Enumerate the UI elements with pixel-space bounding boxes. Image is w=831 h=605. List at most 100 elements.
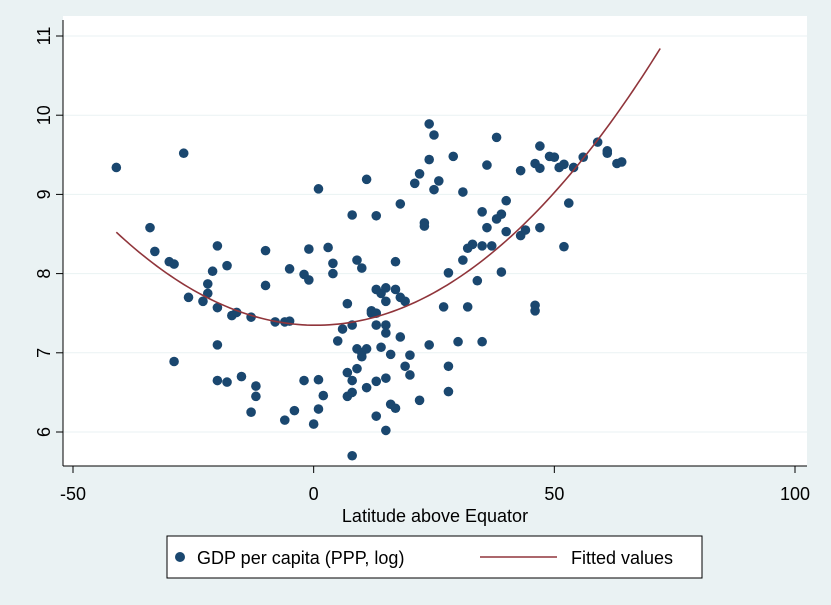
data-point [472,275,483,286]
data-point [222,377,232,387]
grid-lines [63,35,807,433]
legend-label-scatter: GDP per capita (PPP, log) [197,548,404,568]
legend: GDP per capita (PPP, log) Fitted values [166,535,703,579]
data-point [390,403,401,414]
x-tick-label: 50 [544,484,564,504]
data-point [400,361,410,372]
x-tick-label: -50 [60,484,86,504]
data-point [414,169,425,179]
data-point [429,184,439,195]
data-point [414,395,425,406]
data-point [462,302,473,312]
data-point [592,137,603,147]
data-point [602,148,613,159]
data-point [424,119,434,129]
data-point [236,371,247,382]
data-point [409,178,420,189]
data-point [357,263,367,273]
data-point [347,450,357,461]
data-point [347,210,357,220]
data-point [313,374,324,385]
y-tick-label: 10 [34,105,54,125]
data-point [313,404,324,414]
data-point [400,296,410,307]
data-point [308,419,319,429]
data-point [371,320,382,330]
data-point [361,344,372,354]
data-point [361,382,372,393]
data-point [328,258,338,269]
data-point [304,244,314,254]
data-point [212,340,223,350]
data-point [342,367,353,378]
data-point [347,387,357,398]
data-point [482,160,492,170]
data-point [207,266,218,277]
data-point [376,342,386,353]
data-point [482,222,492,233]
y-tick-label: 9 [34,189,54,199]
legend-box [166,535,703,579]
data-point [246,407,256,418]
data-point [381,425,391,436]
data-point [328,268,338,279]
data-point [332,336,343,346]
data-point [477,241,487,251]
data-point [438,302,449,312]
data-point [337,324,348,334]
data-point [299,375,309,386]
x-tick-label: 0 [309,484,319,504]
data-point [169,259,179,269]
x-tick-label: 100 [780,484,810,504]
scatter-points [111,119,627,461]
y-tick-label: 7 [34,348,54,358]
data-point [477,207,487,217]
y-tick-label: 6 [34,427,54,437]
data-point [530,306,540,316]
data-point [520,225,531,235]
data-point [212,241,223,251]
data-point [419,221,430,231]
data-point [352,363,362,374]
data-point [568,162,579,173]
data-point [559,159,569,170]
data-point [169,356,179,367]
data-point [467,239,478,250]
legend-marker-scatter [175,552,185,562]
data-point [501,226,512,237]
data-point [501,195,512,206]
data-point [202,279,213,289]
data-point [405,350,415,360]
data-point [347,375,357,386]
y-axis: 6 7 8 9 10 11 [34,20,64,466]
data-point [616,157,627,167]
data-point [395,199,406,209]
data-point [212,302,223,313]
y-tick-label: 11 [34,27,54,46]
data-point [390,284,401,295]
data-point [381,328,391,338]
data-point [381,373,391,383]
data-point [313,184,324,194]
data-point [150,246,160,257]
data-point [535,163,545,174]
data-point [381,296,391,307]
data-point [443,386,454,397]
legend-label-fit: Fitted values [571,548,673,568]
data-point [477,336,487,347]
data-point [198,296,208,307]
data-point [429,130,439,140]
data-point [559,241,569,252]
data-point [491,132,502,143]
data-point [371,210,382,221]
data-point [486,241,497,251]
data-point [222,260,232,271]
data-point [395,332,406,342]
data-point [260,280,271,291]
y-tick-label: 8 [34,269,54,279]
data-point [453,336,463,347]
data-point [251,391,261,402]
data-point [496,209,507,219]
data-point [443,361,454,372]
